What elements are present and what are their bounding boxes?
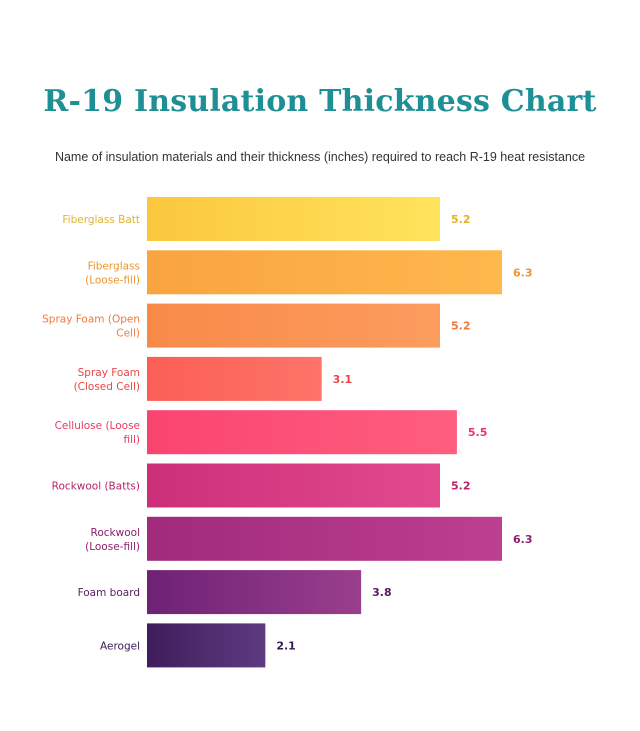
chart-title: R-19 Insulation Thickness Chart — [43, 84, 597, 119]
value-label-4: 5.5 — [468, 426, 488, 439]
value-label-3: 3.1 — [333, 373, 353, 386]
chart-subtitle: Name of insulation materials and their t… — [54, 150, 586, 164]
bar-7 — [147, 570, 362, 615]
category-label-8: Aerogel — [100, 640, 140, 652]
category-label-1: Fiberglass (Loose-fill) — [85, 260, 140, 286]
bar-5 — [147, 463, 441, 508]
bar-0 — [147, 197, 441, 241]
category-label-5: Rockwool (Batts) — [52, 481, 140, 493]
category-label-7: Foam board — [78, 587, 140, 599]
value-label-1: 6.3 — [513, 266, 533, 279]
bar-2 — [147, 303, 441, 348]
bar-3 — [147, 356, 322, 401]
value-label-8: 2.1 — [276, 639, 296, 652]
bars-layer: Fiberglass Batt 5.2 Fiberglass (Loose-fill)… — [42, 197, 533, 668]
value-label-7: 3.8 — [372, 586, 392, 599]
value-label-6: 6.3 — [513, 533, 533, 546]
category-label-6: Rockwool (Loose-fill) — [85, 527, 140, 553]
value-label-2: 5.2 — [451, 320, 471, 333]
category-label-4: Cellulose (Loose fill) — [55, 420, 140, 446]
bar-4 — [147, 410, 457, 455]
value-label-5: 5.2 — [451, 480, 471, 493]
bar-6 — [147, 516, 502, 561]
category-label-0: Fiberglass Batt — [62, 214, 140, 226]
category-label-2: Spray Foam (Open Cell) — [42, 314, 140, 340]
value-label-0: 5.2 — [451, 213, 471, 226]
bar-1 — [147, 250, 502, 295]
bar-8 — [147, 623, 266, 668]
category-label-3: Spray Foam (Closed Cell) — [74, 367, 140, 393]
